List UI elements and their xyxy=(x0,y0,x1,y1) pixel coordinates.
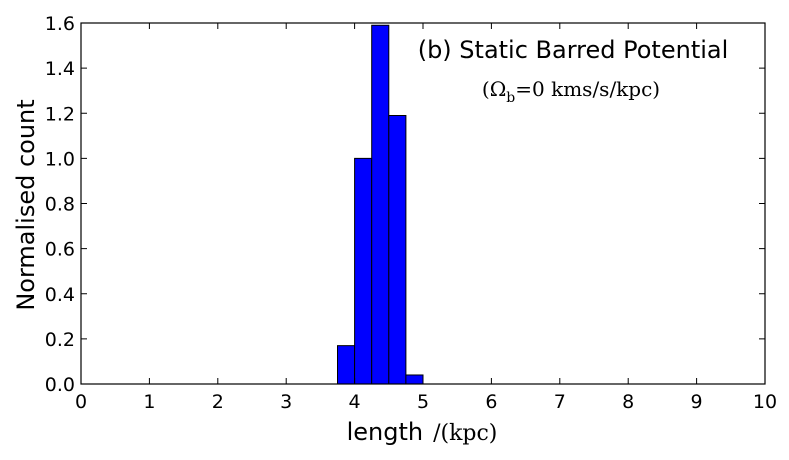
x-tick-label: 3 xyxy=(280,391,292,413)
histogram-bar xyxy=(405,374,424,385)
x-tick-label: 10 xyxy=(753,391,777,413)
histogram-bar xyxy=(337,345,356,385)
x-tick-label: 8 xyxy=(622,391,634,413)
x-axis-ticks: 0 1 2 3 4 5 6 7 8 9 10 xyxy=(75,23,777,413)
x-axis-label: length /(kpc) xyxy=(347,418,498,446)
x-tick-label: 7 xyxy=(554,391,566,413)
histogram-bars xyxy=(337,24,424,385)
y-tick-label: 0.6 xyxy=(45,239,75,261)
x-tick-label: 6 xyxy=(485,391,497,413)
y-tick-label: 0.4 xyxy=(45,284,75,306)
y-tick-label: 1.6 xyxy=(45,13,75,35)
x-tick-label: 0 xyxy=(75,391,87,413)
x-tick-label: 2 xyxy=(212,391,224,413)
x-tick-label: 5 xyxy=(417,391,429,413)
y-tick-label: 0.0 xyxy=(45,374,75,396)
y-tick-label: 1.2 xyxy=(45,103,75,125)
y-tick-label: 1.0 xyxy=(45,148,75,170)
x-tick-label: 9 xyxy=(691,391,703,413)
chart-title: (b) Static Barred Potential xyxy=(418,36,729,64)
y-axis-ticks: 0.0 0.2 0.4 0.6 0.8 1.0 1.2 1.4 1.6 xyxy=(45,13,765,396)
y-tick-label: 0.8 xyxy=(45,194,75,216)
histogram-bar xyxy=(388,115,407,385)
y-axis-label: Normalised count xyxy=(12,99,40,310)
y-tick-label: 1.4 xyxy=(45,58,75,80)
y-tick-label: 0.2 xyxy=(45,329,75,351)
x-tick-label: 4 xyxy=(349,391,361,413)
chart-subtitle: (Ωb=0 kms/s/kpc) xyxy=(482,77,660,106)
histogram-bar xyxy=(371,24,390,385)
plot-frame xyxy=(80,22,766,385)
x-tick-label: 1 xyxy=(143,391,155,413)
histogram-bar xyxy=(354,157,373,385)
